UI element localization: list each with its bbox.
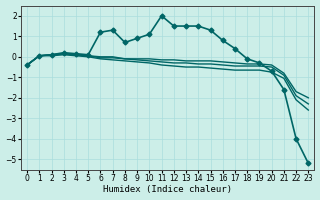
- X-axis label: Humidex (Indice chaleur): Humidex (Indice chaleur): [103, 185, 232, 194]
